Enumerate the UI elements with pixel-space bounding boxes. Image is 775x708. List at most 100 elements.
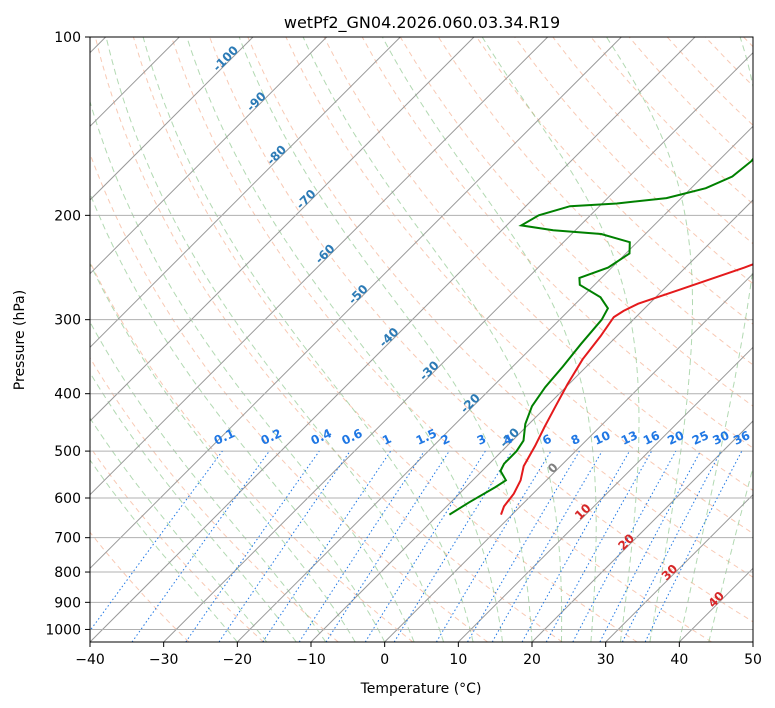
- isotherm-line: [90, 37, 254, 201]
- isotherm-label: 30: [659, 562, 681, 584]
- dry-adiabat: [90, 152, 488, 642]
- y-axis: 100 200 300 400 500 600 700 800 900 1000: [45, 30, 90, 638]
- mixing-ratio-line: [545, 450, 653, 642]
- mixing-ratio-line: [90, 450, 223, 632]
- mixing-ratio-label: 16: [641, 428, 662, 448]
- moist-adiabat: [381, 37, 597, 642]
- isotherm-label: -40: [376, 325, 401, 350]
- moist-adiabat: [678, 37, 753, 642]
- background-grid: [90, 37, 753, 642]
- isotherm-label: 0: [545, 460, 561, 476]
- x-tick-label: 40: [670, 652, 688, 668]
- moist-adiabat: [186, 37, 503, 642]
- dry-adiabat: [171, 37, 712, 642]
- mixing-ratio-label: 3: [475, 432, 488, 448]
- isotherm-line: [90, 37, 328, 275]
- mixing-ratio-label: 1: [380, 432, 393, 448]
- dry-adiabat: [704, 37, 753, 87]
- dry-adiabat: [361, 37, 753, 449]
- y-tick-label: 700: [54, 531, 81, 547]
- isotherm-line: [752, 641, 753, 642]
- dry-adiabat: [437, 37, 753, 366]
- moist-adiabat: [142, 37, 474, 642]
- x-tick-label: 50: [744, 652, 762, 668]
- mixing-ratio-line: [467, 450, 580, 642]
- chart-title: wetPf2_GN04.2026.060.03.34.R19: [284, 13, 560, 33]
- x-tick-label: 10: [449, 652, 467, 668]
- dry-adiabat: [132, 37, 638, 642]
- mixing-ratio-label: 10: [591, 428, 612, 448]
- isotherm-line: [236, 125, 753, 642]
- moist-adiabat: [90, 99, 415, 642]
- y-axis-label: Pressure (hPa): [12, 290, 28, 390]
- y-tick-label: 300: [54, 313, 81, 329]
- isotherm-line: [90, 37, 696, 642]
- mixing-ratio-line: [131, 450, 270, 642]
- moist-adiabat: [606, 37, 693, 642]
- moist-adiabat: [238, 37, 533, 642]
- isotherm-line: [605, 493, 753, 642]
- mixing-ratio-label: 2: [439, 432, 452, 448]
- moist-adiabat: [90, 262, 356, 642]
- isotherm-label: -100: [210, 43, 241, 74]
- dry-adiabat: [94, 37, 563, 642]
- mixing-ratio-label: 13: [619, 428, 640, 448]
- mixing-ratio-label: 0.4: [309, 426, 334, 448]
- isotherm-line: [457, 346, 753, 642]
- x-tick-label: 20: [523, 652, 541, 668]
- mixing-ratio-line: [644, 450, 743, 642]
- y-tick-label: 200: [54, 208, 81, 224]
- isotherm-label: 40: [705, 589, 727, 611]
- moist-adiabat: [302, 37, 563, 642]
- mixing-ratio-line: [298, 450, 425, 642]
- mixing-ratio-label: 0.1: [212, 426, 237, 448]
- mixing-ratio-line: [262, 450, 392, 642]
- x-tick-label: 0: [380, 652, 389, 668]
- isotherm-line: [90, 37, 622, 570]
- moist-adiabat: [90, 192, 386, 642]
- mixing-ratio-line: [599, 450, 701, 642]
- dry-adiabat: [743, 37, 753, 48]
- isotherm-label: -60: [312, 241, 337, 266]
- moist-adiabat: [90, 371, 297, 642]
- mixing-ratio-label: 20: [665, 428, 686, 448]
- isotherm-line: [310, 199, 753, 642]
- moist-adiabat: [105, 37, 445, 642]
- dry-adiabat: [90, 260, 414, 642]
- y-tick-label: 1000: [45, 622, 81, 638]
- mixing-ratio-line: [325, 450, 450, 642]
- isotherm-label: -80: [264, 142, 289, 167]
- plot-frame: [89, 36, 754, 643]
- mixing-ratio-line: [572, 450, 677, 642]
- isotherm-label: 20: [615, 531, 637, 553]
- moist-adiabat: [90, 459, 238, 642]
- moist-adiabat: [481, 37, 640, 642]
- isotherm-line: [531, 420, 753, 642]
- isotherm-line: [163, 51, 753, 642]
- dry-adiabat: [90, 531, 190, 642]
- y-tick-label: 900: [54, 595, 81, 611]
- x-tick-label: −40: [75, 652, 105, 668]
- mixing-ratio-label: 36: [731, 428, 752, 448]
- dewpoint-profile: [448, 157, 753, 516]
- isotherm-line: [90, 37, 549, 496]
- dry-adiabat: [247, 37, 753, 578]
- mixing-ratio-line: [185, 450, 320, 642]
- isotherm-label: -50: [346, 282, 371, 307]
- x-tick-label: −20: [223, 652, 253, 668]
- x-axis: −40 −30 −20 −10 0 10 20 30 40 50: [75, 642, 762, 668]
- mixing-ratio-line: [364, 450, 486, 642]
- dry-adiabat: [666, 37, 753, 126]
- mixing-ratio-line: [521, 450, 630, 642]
- dry-adiabat: [514, 37, 753, 285]
- y-tick-label: 800: [54, 565, 81, 581]
- mixing-ratio-line: [218, 450, 351, 642]
- isotherm-label: -90: [244, 89, 269, 114]
- isotherm-line: [90, 37, 475, 422]
- mixing-ratio-label: 30: [710, 428, 731, 448]
- sounding-profiles: [448, 157, 753, 516]
- moist-adiabat: [708, 465, 753, 642]
- isotherm-line: [678, 567, 753, 642]
